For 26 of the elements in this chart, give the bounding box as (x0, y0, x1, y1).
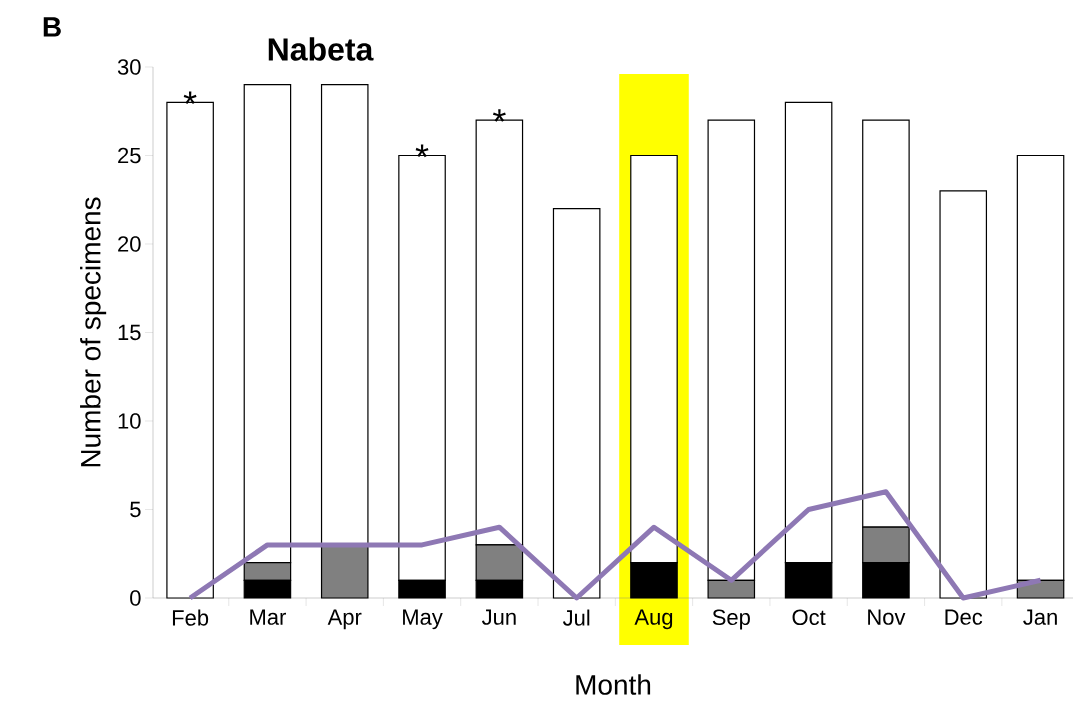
text: B (43, 17, 61, 37)
annotation: * (492, 109, 506, 122)
y-tick-label: 5 (130, 501, 141, 518)
x-tick-label: Sep (712, 609, 750, 630)
y-tick-label: 20 (118, 236, 141, 252)
chart-title: Nabeta (268, 37, 374, 61)
bar (939, 190, 988, 599)
x-tick-label: Jan (1023, 609, 1057, 625)
x-tick-label: Aug (634, 609, 673, 630)
x-tick-label: Nov (868, 609, 906, 625)
bar (552, 208, 601, 599)
x-tick-label: Jul (562, 609, 590, 626)
y-tick-label: 0 (130, 590, 141, 606)
y-tick-label: 15 (118, 324, 141, 341)
x-tick-label: Dec (945, 609, 983, 625)
x-tick-label: Apr (327, 609, 362, 630)
x-tick-label: Mar (250, 609, 287, 625)
x-tick-label: Jun (481, 609, 516, 625)
x-tick-label: Oct (792, 609, 826, 626)
x-axis-title: Month (576, 674, 651, 695)
y-axis-title: Number of specimens (80, 197, 107, 467)
x-tick-label: May (403, 609, 443, 630)
y-tick-label: 25 (118, 147, 141, 164)
y-tick-label: 30 (117, 59, 141, 75)
x-tick-label: Feb (172, 609, 209, 626)
y-tick-label: 10 (118, 413, 141, 429)
